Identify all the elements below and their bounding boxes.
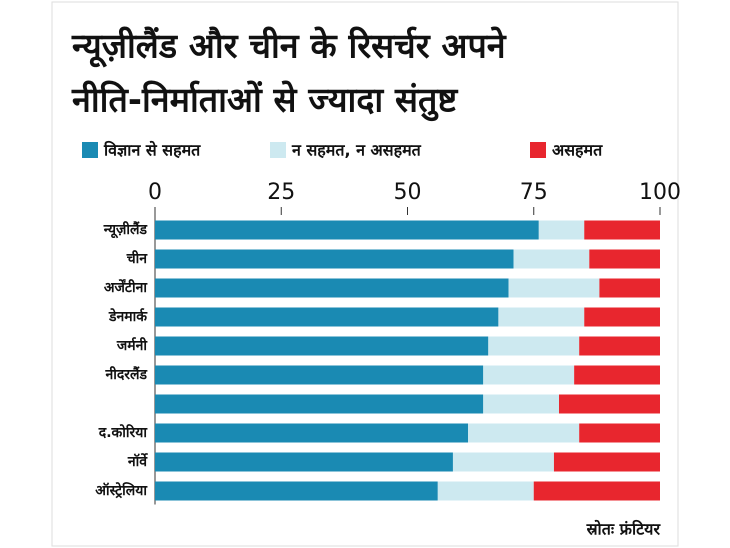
bar-segment [155, 423, 469, 443]
y-tick-label: नीदरलैंड [104, 366, 147, 383]
x-tick-label: 75 [520, 180, 548, 205]
bar-segment [574, 365, 660, 385]
y-tick-label: न्यूज़ीलैंड [103, 221, 148, 239]
legend-label: विज्ञान से सहमत [103, 141, 201, 160]
bar-segment [599, 278, 660, 298]
legend-swatch [530, 142, 546, 158]
bar-segment [155, 481, 438, 501]
y-tick-label: अर्जेंटीना [104, 279, 149, 296]
bar-segment [559, 394, 660, 414]
bar-segment [579, 423, 660, 443]
bar-segment [488, 336, 580, 356]
bar-segment [155, 278, 509, 298]
bar-segment [155, 452, 453, 472]
bar-segment [155, 336, 489, 356]
y-tick-label: डेनमार्क [108, 308, 148, 325]
bar-segment [483, 394, 559, 414]
x-tick-label: 100 [639, 180, 681, 205]
bar-segment [155, 249, 514, 269]
bar-segment [584, 307, 660, 327]
bar-segment [155, 394, 484, 414]
bar-segment [589, 249, 660, 269]
source: स्रोतः फ्रंटियर [586, 520, 662, 539]
y-tick-label: द.कोरिया [98, 424, 149, 441]
bar-segment [513, 249, 590, 269]
bar-segment [498, 307, 585, 327]
bar-segment [584, 220, 660, 240]
y-tick-label: नॉर्वे [127, 453, 149, 470]
legend-label: असहमत [552, 141, 603, 160]
bar-segment [553, 452, 660, 472]
bar-segment [452, 452, 554, 472]
chart-title: नीति-निर्माताओं से ज्यादा संतुष्ट [71, 80, 458, 122]
bar-segment [483, 365, 575, 385]
bar-segment [437, 481, 534, 501]
bar-segment [468, 423, 580, 443]
y-tick-label: ऑस्ट्रेलिया [95, 482, 148, 499]
bar-segment [508, 278, 600, 298]
x-tick-label: 25 [267, 180, 295, 205]
bar-segment [533, 481, 660, 501]
y-tick-label: जर्मनी [116, 337, 149, 354]
legend-swatch [82, 142, 98, 158]
bar-segment [155, 365, 484, 385]
chart-title: न्यूज़ीलैंड और चीन के रिसर्चर अपने [71, 26, 507, 69]
bar-segment [538, 220, 585, 240]
legend-swatch [270, 142, 286, 158]
y-tick-label: चीन [126, 250, 149, 267]
x-tick-label: 0 [148, 180, 162, 205]
bar-segment [579, 336, 660, 356]
bar-segment [155, 220, 539, 240]
bar-segment [155, 307, 499, 327]
x-tick-label: 50 [394, 180, 422, 205]
legend-label: न सहमत, न असहमत [291, 141, 422, 160]
